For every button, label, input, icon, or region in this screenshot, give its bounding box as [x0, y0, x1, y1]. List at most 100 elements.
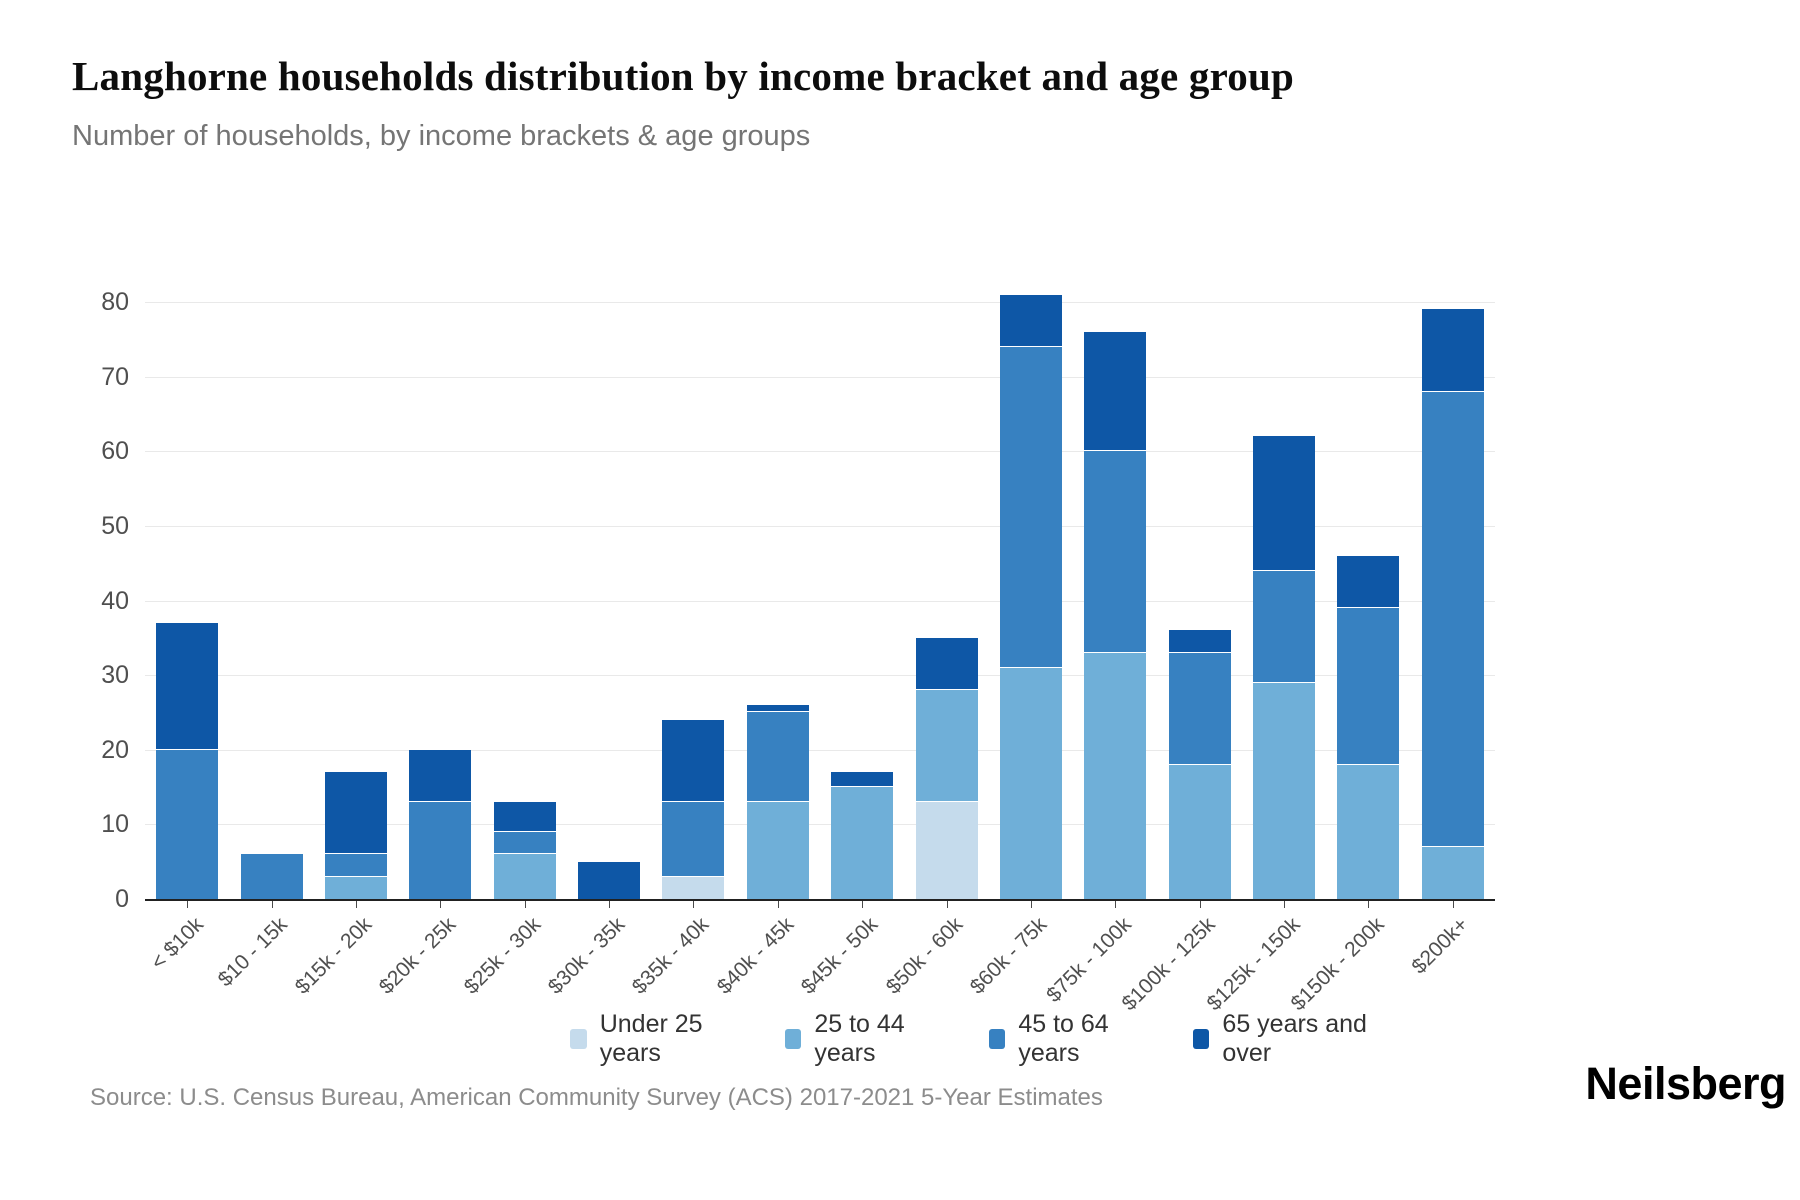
bar-segment[interactable] [324, 876, 387, 899]
x-axis-tick [609, 901, 611, 908]
bar-segment[interactable] [999, 346, 1062, 668]
x-axis-tick [440, 901, 442, 908]
legend-item[interactable]: 25 to 44 years [784, 1010, 947, 1068]
bar-$15k - 20k [324, 772, 387, 899]
bar-segment[interactable] [1168, 630, 1231, 653]
bar-$35k - 40k [662, 719, 725, 899]
brand-logo[interactable]: Neilsberg [1585, 1058, 1786, 1109]
page-title: Langhorne households distribution by inc… [72, 53, 1294, 99]
x-axis-tick [355, 901, 357, 908]
legend-item[interactable]: Under 25 years [570, 1010, 743, 1068]
x-axis-tick-label: $40k - 45k [712, 913, 799, 999]
bar-segment[interactable] [1337, 555, 1400, 608]
bar-segment[interactable] [409, 802, 472, 899]
bar-segment[interactable] [746, 705, 809, 713]
legend-swatch-icon [570, 1029, 587, 1049]
bar-segment[interactable] [493, 802, 556, 832]
legend-swatch-icon [1192, 1029, 1210, 1049]
x-axis-tick-label: $20k - 25k [374, 913, 461, 999]
bar-segment[interactable] [1421, 391, 1484, 847]
bar-segment[interactable] [1253, 682, 1316, 899]
x-axis-tick-label: $45k - 50k [796, 913, 883, 999]
x-axis-tick-label: < $10k [146, 913, 208, 975]
y-axis-tick-label: 60 [101, 437, 129, 466]
x-axis-line [145, 899, 1495, 901]
bar-segment[interactable] [1168, 764, 1231, 899]
bar-$150k - 200k [1337, 555, 1400, 899]
grid-line [145, 824, 1495, 826]
bar-< $10k [156, 622, 219, 899]
bar-segment[interactable] [746, 802, 809, 899]
bar-segment[interactable] [156, 749, 219, 899]
bar-segment[interactable] [915, 690, 978, 802]
legend-swatch-icon [784, 1029, 802, 1049]
x-axis-tick-label: $10 - 15k [213, 913, 292, 992]
bar-segment[interactable] [831, 787, 894, 899]
bar-segment[interactable] [1337, 764, 1400, 899]
x-axis-tick-label: $50k - 60k [881, 913, 967, 999]
x-axis-tick [1368, 901, 1370, 908]
legend-swatch-icon [988, 1029, 1006, 1049]
legend-label: 25 to 44 years [814, 1010, 905, 1067]
bar-segment[interactable] [999, 667, 1062, 899]
bar-segment[interactable] [1253, 570, 1316, 683]
source-note: Source: U.S. Census Bureau, American Com… [90, 1084, 1103, 1111]
bar-segment[interactable] [831, 772, 894, 788]
y-axis-tick-label: 0 [115, 885, 129, 913]
bar-$200k+ [1421, 309, 1484, 899]
bar-segment[interactable] [493, 854, 556, 899]
x-axis-tick-label: $35k - 40k [628, 913, 714, 999]
y-axis-tick-label: 20 [101, 735, 129, 764]
y-axis-tick-label: 40 [101, 586, 129, 615]
bar-segment[interactable] [915, 637, 978, 691]
bar-segment[interactable] [1084, 451, 1147, 653]
bar-segment[interactable] [915, 802, 978, 899]
bar-$125k - 150k [1253, 436, 1316, 899]
bar-segment[interactable] [1168, 652, 1231, 765]
bar-segment[interactable] [662, 802, 725, 877]
bar-segment[interactable] [1421, 846, 1484, 899]
bar-segment[interactable] [746, 712, 809, 802]
bar-segment[interactable] [578, 861, 641, 899]
bar-segment[interactable] [240, 854, 303, 899]
bar-segment[interactable] [409, 749, 472, 802]
bar-segment[interactable] [1084, 331, 1147, 452]
bar-segment[interactable] [493, 831, 556, 855]
y-axis-tick-label: 10 [101, 810, 129, 839]
bar-segment[interactable] [1084, 652, 1147, 899]
bar-segment[interactable] [999, 294, 1062, 347]
bar-$20k - 25k [409, 749, 472, 899]
bar-segment[interactable] [662, 719, 725, 802]
bar-$45k - 50k [831, 772, 894, 899]
grid-line [145, 600, 1495, 602]
bar-segment[interactable] [324, 772, 387, 855]
bar-segment[interactable] [324, 854, 387, 877]
legend-item[interactable]: 45 to 64 years [988, 1010, 1151, 1068]
y-axis-tick-label: 30 [101, 661, 129, 690]
x-axis-tick-label: $200k+ [1407, 913, 1474, 979]
bar-segment[interactable] [1253, 436, 1316, 571]
bar-segment[interactable] [156, 622, 219, 750]
chart-legend: Under 25 years 25 to 44 years 45 to 64 yea… [570, 1010, 1390, 1068]
bar-$100k - 125k [1168, 630, 1231, 899]
x-axis-tick [862, 901, 864, 908]
x-axis-tick [693, 901, 695, 908]
bar-segment[interactable] [662, 876, 725, 899]
bar-$25k - 30k [493, 802, 556, 899]
legend-label: 65 years and over [1222, 1010, 1367, 1067]
y-axis-tick-label: 80 [101, 288, 129, 316]
bar-segment[interactable] [1421, 309, 1484, 392]
grid-line [145, 525, 1495, 527]
legend-item[interactable]: 65 years and over [1192, 1010, 1390, 1068]
x-axis-tick [271, 901, 273, 908]
x-axis-tick-label: $15k - 20k [290, 913, 377, 999]
chart-plot-area: 0 10 20 30 40 50 60 70 80 < $10k $10 - 15k $15k - 2… [101, 250, 1495, 1015]
y-axis-tick-label: 70 [101, 362, 129, 391]
bar-$75k - 100k [1084, 331, 1147, 899]
bar-$10 - 15k [240, 854, 303, 899]
bar-segment[interactable] [1337, 607, 1400, 765]
x-axis-tick-label: $60k - 75k [965, 913, 1052, 999]
y-axis-tick-label: 50 [101, 511, 129, 540]
bar-$40k - 45k [746, 705, 809, 899]
x-axis-tick [777, 901, 779, 908]
